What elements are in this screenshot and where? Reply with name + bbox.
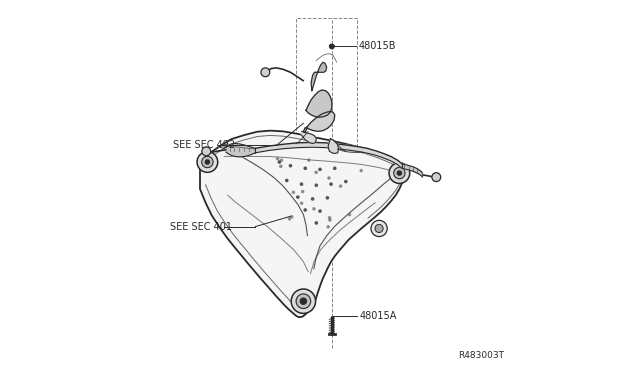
Circle shape (333, 167, 336, 169)
Circle shape (360, 170, 362, 172)
Circle shape (316, 222, 317, 224)
Circle shape (327, 226, 330, 228)
Circle shape (291, 216, 293, 218)
Circle shape (289, 164, 292, 167)
Polygon shape (255, 142, 402, 168)
Circle shape (328, 177, 330, 179)
Circle shape (205, 160, 209, 164)
Circle shape (300, 298, 307, 304)
Circle shape (300, 202, 303, 204)
Circle shape (308, 159, 310, 161)
Circle shape (315, 171, 317, 173)
Circle shape (330, 44, 334, 49)
Circle shape (291, 289, 316, 313)
Circle shape (304, 209, 307, 211)
Circle shape (316, 184, 317, 186)
Circle shape (389, 163, 410, 183)
Circle shape (261, 68, 270, 77)
Polygon shape (301, 131, 316, 144)
Polygon shape (306, 90, 332, 117)
Circle shape (297, 196, 299, 198)
Text: SEE SEC 401: SEE SEC 401 (170, 222, 232, 232)
Circle shape (329, 219, 331, 221)
Text: 48015B: 48015B (359, 41, 396, 51)
Circle shape (394, 167, 405, 179)
Circle shape (202, 156, 213, 168)
Circle shape (312, 198, 314, 200)
Circle shape (397, 171, 401, 175)
Polygon shape (311, 62, 326, 91)
Polygon shape (226, 144, 255, 157)
Circle shape (313, 208, 315, 210)
Circle shape (202, 147, 211, 156)
Circle shape (280, 165, 282, 167)
Polygon shape (328, 139, 339, 154)
Circle shape (319, 210, 321, 212)
Circle shape (319, 168, 321, 170)
Circle shape (276, 158, 278, 160)
Circle shape (280, 159, 283, 161)
Circle shape (285, 179, 288, 182)
Polygon shape (200, 131, 405, 317)
Text: R483003T: R483003T (458, 350, 504, 359)
Circle shape (197, 152, 218, 172)
Circle shape (330, 183, 332, 185)
Circle shape (304, 167, 307, 169)
Circle shape (296, 294, 310, 308)
Circle shape (289, 218, 291, 220)
Circle shape (292, 191, 294, 193)
Circle shape (301, 190, 304, 193)
Text: SEE SEC 492: SEE SEC 492 (173, 140, 235, 150)
Circle shape (300, 183, 303, 185)
Polygon shape (303, 112, 335, 132)
Text: 48015A: 48015A (360, 311, 397, 321)
Circle shape (348, 214, 351, 216)
Circle shape (326, 197, 328, 199)
Circle shape (375, 224, 383, 232)
Circle shape (339, 185, 342, 187)
Polygon shape (402, 164, 422, 177)
Circle shape (432, 173, 441, 182)
Circle shape (278, 161, 280, 163)
Circle shape (328, 217, 331, 219)
Circle shape (371, 220, 387, 237)
Circle shape (345, 180, 347, 183)
